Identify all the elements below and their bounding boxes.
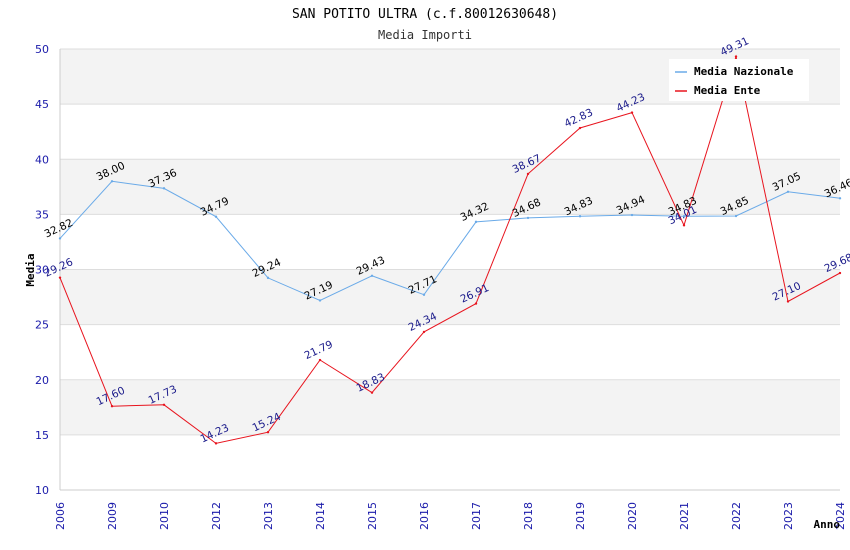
legend: Media Nazionale Media Ente	[669, 59, 809, 101]
legend-label-media-ente: Media Ente	[694, 84, 761, 97]
data-point	[474, 220, 478, 224]
y-tick-label: 50	[35, 43, 49, 56]
data-point	[422, 330, 426, 334]
x-tick-label: 2024	[834, 502, 847, 530]
data-point	[526, 216, 530, 220]
x-tick-label: 2022	[730, 502, 743, 530]
chart-subtitle: Media Importi	[378, 28, 472, 42]
y-axis-title: Media	[24, 253, 37, 286]
data-point	[838, 271, 842, 275]
data-point	[682, 224, 686, 227]
data-point	[58, 237, 62, 240]
data-point	[526, 172, 530, 176]
y-tick-label: 25	[35, 319, 49, 332]
x-tick-label: 2012	[210, 502, 223, 530]
background-band	[60, 379, 840, 435]
x-tick-label: 2015	[366, 502, 379, 530]
legend-box	[669, 59, 809, 101]
series-line-media-ente	[59, 54, 841, 444]
legend-label-media-nazionale: Media Nazionale	[694, 65, 794, 78]
data-point	[474, 302, 478, 305]
gridlines	[60, 48, 840, 491]
y-tick-labels: 10 15 20 25 30 35 40 45 50	[35, 43, 49, 497]
chart-title: SAN POTITO ULTRA (c.f.80012630648)	[292, 7, 558, 22]
axes	[59, 49, 840, 491]
data-point	[786, 300, 790, 303]
data-point	[318, 358, 322, 362]
x-tick-label: 2013	[262, 502, 275, 530]
data-point	[786, 190, 790, 193]
x-tick-label: 2019	[574, 502, 587, 530]
y-tick-label: 30	[35, 264, 49, 277]
data-point	[214, 215, 218, 218]
data-point	[630, 213, 634, 217]
data-point	[318, 299, 322, 302]
x-tick-label: 2018	[522, 502, 535, 530]
data-point	[370, 391, 374, 394]
data-point	[422, 293, 426, 296]
data-point	[110, 180, 114, 183]
series-line-media-nazionale	[59, 180, 841, 302]
x-tick-label: 2023	[782, 502, 795, 530]
x-tick-label: 2017	[470, 502, 483, 530]
y-tick-label: 15	[35, 429, 49, 442]
x-axis-title: Anno	[814, 518, 841, 531]
data-point	[214, 442, 218, 445]
background-bands	[60, 49, 840, 435]
x-tick-label: 2009	[106, 502, 119, 530]
data-point	[734, 55, 738, 58]
data-point	[58, 276, 62, 279]
y-tick-label: 45	[35, 98, 49, 111]
data-point	[734, 214, 738, 218]
x-tick-labels: 2006 2009 2010 2012 2013 2014 2015 2016 2017 2018…	[54, 502, 847, 530]
x-tick-label: 2006	[54, 502, 67, 530]
data-point	[838, 197, 842, 200]
data-point	[162, 187, 166, 190]
y-tick-label: 40	[35, 153, 49, 166]
data-point	[578, 126, 582, 130]
data-point	[578, 215, 582, 218]
data-point	[266, 276, 270, 280]
data-point	[630, 111, 634, 114]
data-label: 21.79	[303, 339, 335, 363]
y-tick-label: 10	[35, 484, 49, 497]
x-tick-label: 2020	[626, 502, 639, 530]
x-tick-label: 2016	[418, 502, 431, 530]
data-label: 42.83	[563, 107, 595, 131]
y-tick-label: 35	[35, 208, 49, 221]
data-point	[370, 274, 374, 277]
y-tick-label: 20	[35, 374, 49, 387]
background-band	[60, 269, 840, 325]
x-tick-label: 2014	[314, 502, 327, 530]
data-point	[162, 403, 166, 406]
x-tick-label: 2010	[158, 502, 171, 530]
data-point	[110, 405, 114, 408]
data-point	[682, 215, 686, 218]
x-tick-label: 2021	[678, 502, 691, 530]
series-lines	[58, 54, 842, 445]
data-point	[266, 431, 270, 434]
background-band	[60, 159, 840, 215]
